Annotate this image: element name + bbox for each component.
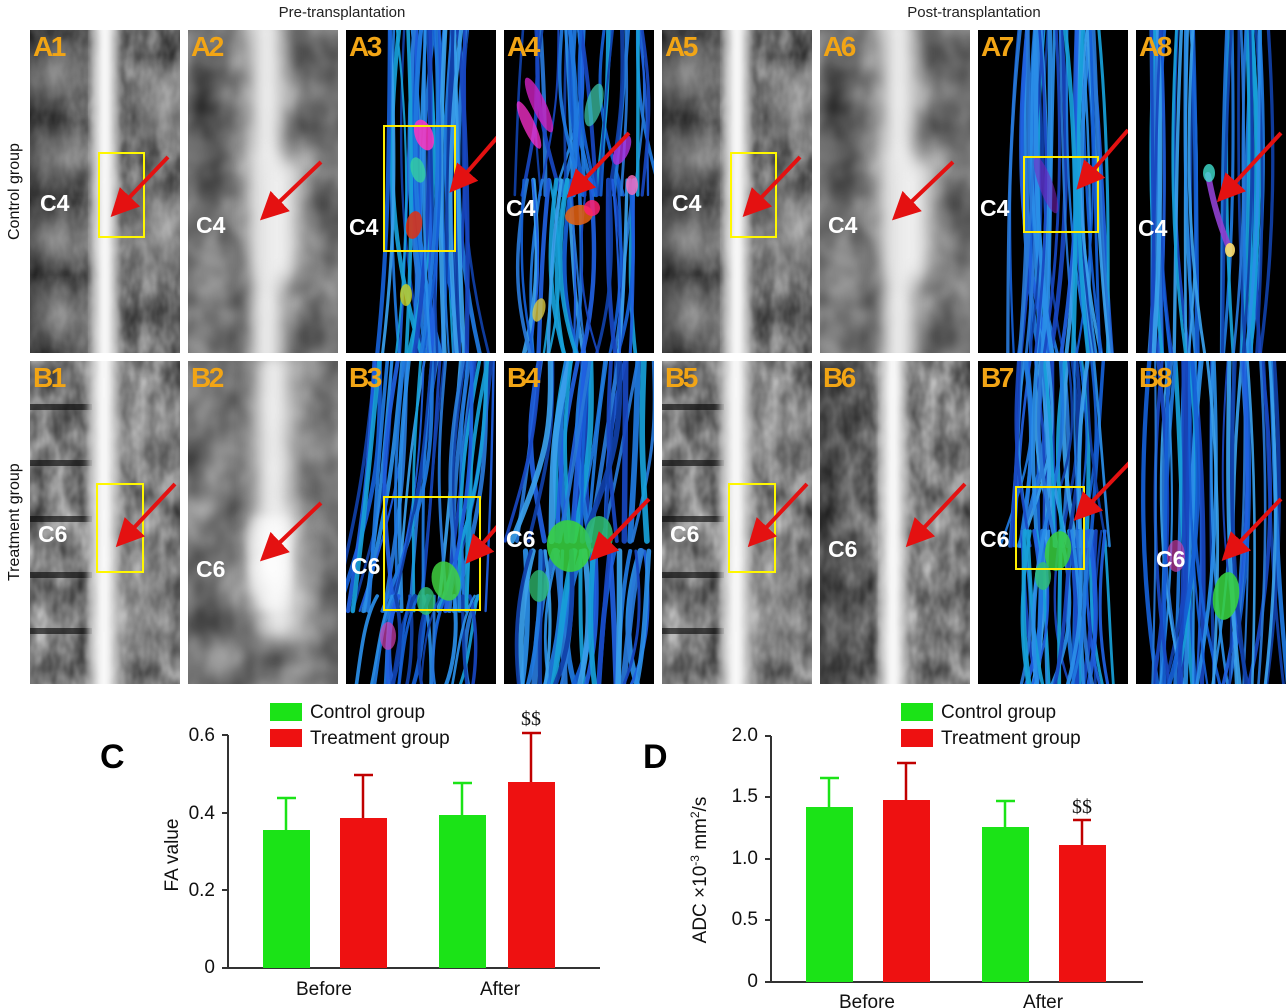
svg-text:After: After — [1023, 992, 1064, 1008]
svg-text:Before: Before — [839, 992, 895, 1008]
svg-text:$$: $$ — [1072, 796, 1092, 818]
svg-text:Treatment group: Treatment group — [941, 728, 1081, 749]
svg-text:1.0: 1.0 — [732, 848, 758, 869]
svg-text:ADC ×10-3 mm2/s: ADC ×10-3 mm2/s — [688, 797, 711, 944]
svg-text:2.0: 2.0 — [732, 725, 758, 746]
svg-text:1.5: 1.5 — [732, 786, 758, 807]
svg-text:Control group: Control group — [941, 702, 1056, 723]
svg-text:0: 0 — [747, 971, 758, 992]
svg-text:0.5: 0.5 — [732, 909, 758, 930]
